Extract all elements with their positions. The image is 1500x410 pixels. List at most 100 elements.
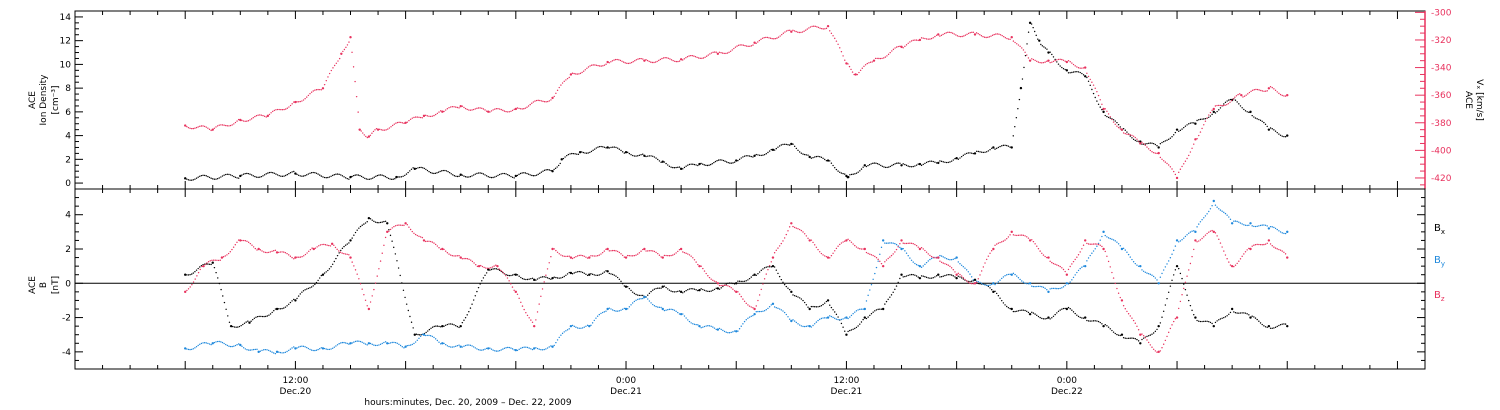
data-point-ion-density (378, 174, 380, 176)
data-point-vx (1065, 60, 1069, 64)
data-point-ion-density (1264, 123, 1267, 126)
data-point-vx (854, 73, 857, 76)
data-point-By (835, 318, 838, 320)
data-point-By (591, 322, 594, 324)
data-point-vx (899, 45, 901, 48)
data-point-By (361, 341, 363, 343)
data-point-ion-density (1151, 142, 1153, 144)
data-point-vx (1047, 59, 1050, 62)
data-point-ion-density (1271, 128, 1273, 130)
data-point-By (338, 343, 340, 345)
data-point-Bx (613, 274, 616, 276)
data-point-By (289, 348, 292, 350)
data-point-By (904, 250, 906, 252)
data-point-vx (237, 118, 240, 121)
data-point-Bz (247, 241, 250, 244)
data-point-Bz (904, 242, 906, 245)
data-point-ion-density (845, 174, 848, 178)
data-point-ion-density (608, 147, 611, 149)
data-point-Bz (770, 261, 772, 263)
data-point-vx (1144, 144, 1147, 146)
data-point-By (1037, 285, 1040, 288)
data-point-Bx (678, 290, 681, 292)
data-point-Bx (601, 272, 604, 274)
data-point-Bx (596, 274, 599, 277)
data-point-Bz (835, 247, 838, 250)
data-point-Bz (611, 249, 614, 252)
data-point-ion-density (550, 169, 552, 172)
data-point-Bz (330, 242, 334, 246)
data-point-Bz (743, 300, 746, 303)
data-point-vx (1059, 58, 1061, 61)
data-point-Bx (388, 229, 390, 231)
data-point-Bz (661, 256, 664, 259)
data-point-Bx (1149, 334, 1152, 336)
data-point-By (877, 260, 879, 262)
data-point-Bx (1119, 334, 1121, 337)
data-point-Bz (737, 291, 739, 293)
data-point-Bz (244, 240, 247, 242)
data-point-By (1228, 216, 1230, 218)
data-point-vx (664, 56, 666, 59)
data-point-Bx (495, 268, 498, 270)
data-point-By (620, 309, 622, 311)
data-point-vx (812, 25, 815, 27)
data-point-By (1196, 226, 1198, 228)
data-point-vx (725, 52, 727, 55)
data-point-Bz (712, 279, 714, 282)
data-point-ion-density (296, 173, 298, 176)
data-point-ion-density (863, 164, 866, 167)
data-point-By (1126, 251, 1128, 253)
data-point-ion-density (195, 177, 198, 179)
data-point-vx (487, 110, 490, 113)
data-point-vx (374, 129, 376, 131)
data-point-Bz (1226, 258, 1228, 260)
data-point-Bx (1167, 291, 1170, 294)
data-point-Bz (1039, 250, 1041, 252)
data-point-Bz (1283, 251, 1285, 253)
data-point-ion-density (618, 148, 621, 150)
data-point-Bz (1167, 331, 1170, 334)
data-point-vx (492, 109, 494, 111)
data-point-Bz (1230, 264, 1234, 268)
data-point-Bx (658, 287, 661, 289)
data-point-Bx (635, 293, 637, 296)
data-point-ion-density (494, 176, 496, 178)
data-point-ion-density (1021, 78, 1024, 80)
data-point-By (1137, 265, 1140, 267)
data-point-By (762, 310, 764, 312)
data-point-Bx (935, 275, 938, 277)
data-point-Bz (1117, 292, 1120, 294)
data-point-By (742, 323, 744, 325)
data-point-Bx (716, 287, 720, 290)
data-point-By (955, 256, 958, 259)
data-point-ion-density (830, 162, 833, 164)
data-point-ion-density (944, 161, 946, 164)
data-point-Bx (412, 327, 414, 329)
data-point-Bx (1026, 310, 1028, 313)
data-point-By (578, 327, 580, 330)
data-point-Bz (548, 262, 550, 264)
data-point-vx (288, 106, 290, 108)
data-point-By (236, 344, 238, 346)
data-point-Bz (209, 260, 211, 262)
data-point-vx (186, 125, 188, 128)
data-point-Bx (1157, 324, 1160, 328)
data-point-Bz (1174, 318, 1177, 320)
data-point-vx (1273, 88, 1275, 90)
data-point-Bx (301, 291, 303, 293)
data-point-Bx (468, 311, 470, 313)
data-point-ion-density (453, 175, 456, 177)
data-point-ion-density (535, 174, 538, 176)
data-point-vx (1183, 163, 1185, 165)
data-point-ion-density (839, 171, 841, 173)
data-point-Bz (441, 247, 444, 251)
data-point-By (954, 257, 956, 260)
data-point-Bz (275, 251, 279, 254)
data-point-vx (900, 45, 903, 49)
data-point-Bz (495, 264, 497, 266)
data-point-vx (252, 117, 254, 119)
data-point-Bx (743, 280, 746, 282)
data-point-ion-density (216, 178, 219, 180)
data-point-vx (474, 108, 477, 110)
